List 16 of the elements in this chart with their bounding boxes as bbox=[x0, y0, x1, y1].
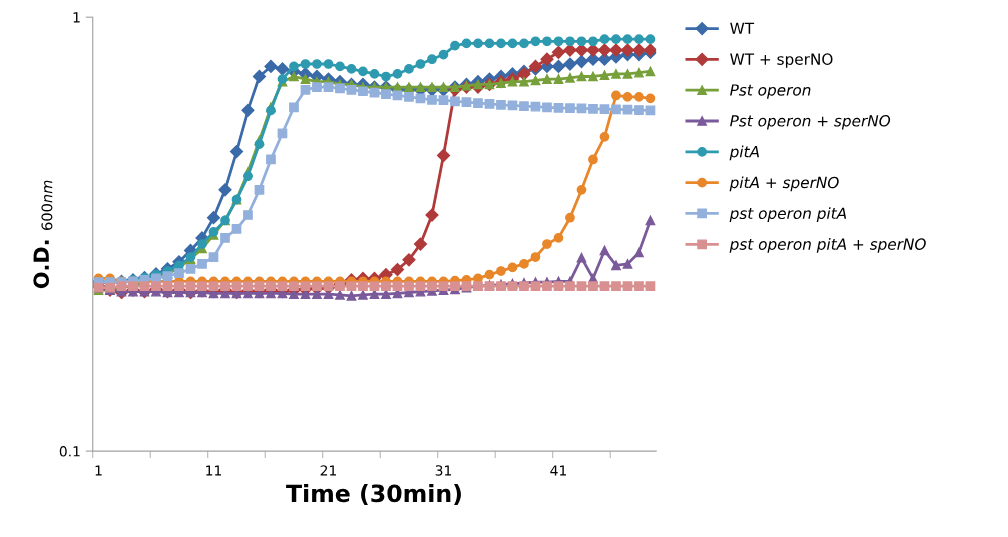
legend-label: pst operon pitA + sperNO bbox=[729, 238, 926, 253]
legend-label: Pst operon + sperNO bbox=[730, 115, 891, 130]
x-tick-label: 41 bbox=[550, 465, 567, 476]
legend-label: WT bbox=[730, 22, 755, 34]
legend-label: WT + sperNO bbox=[730, 53, 833, 68]
x-tick-label: 31 bbox=[435, 465, 452, 476]
y-axis-title: O.D. $_{600nm}$ bbox=[33, 180, 53, 289]
x-tick-label: 21 bbox=[320, 465, 337, 476]
legend-label: pitA bbox=[729, 145, 759, 161]
x-tick-label: 11 bbox=[206, 465, 222, 476]
legend-label: pst operon pitA bbox=[729, 207, 847, 223]
y-tick-label: 0.1 bbox=[59, 446, 80, 457]
x-axis-title: Time (30min) bbox=[286, 483, 461, 506]
legend-label: pitA + sperNO bbox=[729, 176, 839, 192]
x-tick-label: 1 bbox=[95, 465, 102, 476]
legend-label: Pst operon bbox=[730, 84, 811, 99]
